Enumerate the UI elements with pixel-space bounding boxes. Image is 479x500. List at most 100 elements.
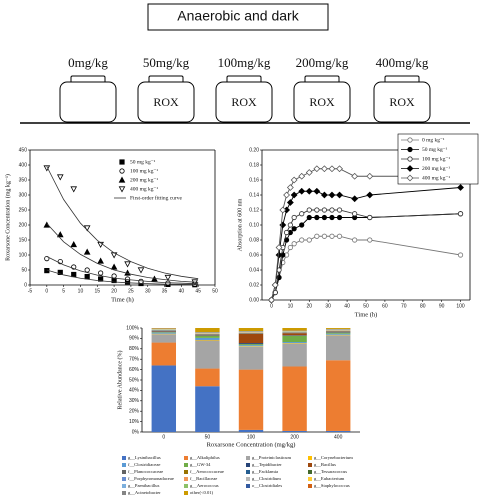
legend-swatch [122, 484, 126, 488]
marker [306, 237, 312, 243]
marker [313, 187, 321, 195]
legend-marker [407, 146, 413, 153]
marker [321, 233, 327, 239]
legend-label: 100 mg kg⁻¹ [130, 168, 158, 174]
marker [287, 244, 293, 251]
marker [43, 221, 51, 228]
marker [286, 184, 294, 191]
legend-label: f__Porphyromonadaceae [128, 476, 174, 481]
series-line [271, 213, 461, 301]
bar-segment [151, 332, 177, 333]
bar-segment [238, 345, 264, 347]
bar-segment [238, 344, 264, 346]
bar-segment [238, 346, 264, 370]
marker [291, 214, 297, 221]
y-tick-label: 200 [19, 222, 28, 228]
marker [336, 233, 343, 239]
bottle-label: ROX [389, 95, 415, 109]
x-tick-label: 70 [401, 303, 407, 309]
bar-segment [325, 332, 351, 333]
legend-swatch [246, 484, 250, 488]
figure-title: Anaerobic and dark [177, 8, 299, 24]
marker [57, 269, 63, 276]
marker [336, 191, 343, 199]
bar-segment [325, 333, 351, 335]
legend-label: f__Bacillaceae [190, 476, 217, 481]
legend-label: 400 mg kg⁻¹ [422, 175, 450, 181]
y-tick-label: 0.04 [249, 267, 259, 273]
legend-label: other(<0.01) [190, 490, 214, 495]
y-tick-label: 0.20 [249, 147, 259, 153]
marker [287, 222, 293, 228]
legend-swatch [308, 470, 312, 474]
marker [457, 252, 464, 258]
marker [275, 244, 283, 251]
marker [164, 274, 172, 281]
legend-label: 200 mg kg⁻¹ [130, 177, 158, 183]
legend-label: g__Tessaracoccus [314, 469, 347, 474]
marker [313, 165, 321, 173]
y-tick-label: 90% [129, 336, 140, 342]
legend-label: 200 mg kg⁻¹ [422, 166, 450, 172]
bar-segment [238, 328, 264, 332]
y-tick-label: 10% [129, 419, 140, 425]
marker [321, 207, 327, 213]
marker [298, 187, 306, 195]
marker [306, 214, 312, 221]
legend-label: g__Proteiniclasticum [252, 455, 291, 460]
marker [351, 195, 359, 203]
bar-segment [151, 333, 177, 335]
marker [328, 165, 336, 173]
y-axis-label: Roxarsone Concentration (mg kg⁻¹) [4, 174, 11, 261]
legend-swatch [184, 456, 188, 460]
legend-swatch [308, 463, 312, 467]
legend-swatch [122, 491, 126, 495]
x-tick-label: 80 [420, 303, 426, 309]
marker [124, 261, 131, 268]
x-tick-label: 5 [62, 288, 65, 294]
marker [314, 214, 320, 221]
marker [110, 263, 118, 270]
bar-segment [282, 335, 307, 336]
marker [352, 237, 358, 243]
bottle [373, 81, 431, 123]
marker [165, 280, 171, 286]
y-tick-label: 100 [19, 252, 28, 258]
marker [268, 296, 275, 304]
legend-label: g__Tepidibacter [252, 462, 282, 467]
legend-marker [119, 168, 125, 174]
x-tick-label: 50 [205, 434, 211, 440]
legend-label: f__Clostridiaceae [128, 462, 160, 467]
marker [336, 165, 343, 173]
legend-marker [407, 156, 413, 162]
x-tick-label: 30 [325, 303, 331, 309]
legend-swatch [122, 463, 126, 467]
legend-swatch [184, 477, 188, 481]
marker [328, 191, 336, 199]
y-tick-label: 0.12 [249, 207, 259, 213]
x-tick-label: 100 [247, 434, 256, 440]
marker [306, 207, 312, 213]
bar-segment [325, 331, 351, 333]
marker [70, 241, 78, 248]
marker [320, 165, 328, 173]
marker [329, 207, 335, 213]
marker [275, 251, 283, 259]
x-tick-label: 15 [94, 288, 100, 294]
x-axis-label: Time (h) [111, 296, 134, 303]
x-axis-label: Time (h) [355, 311, 378, 318]
marker [314, 207, 320, 213]
marker [84, 273, 90, 280]
bar-segment [325, 332, 351, 334]
marker [351, 172, 359, 180]
marker [83, 248, 91, 255]
bar-segment [195, 328, 220, 333]
x-tick-label: 25 [128, 288, 134, 294]
bar-segment [282, 343, 307, 367]
legend-label: g__Facklamia [252, 469, 278, 474]
bottle [215, 81, 273, 123]
legend-label: g__GW-34 [190, 462, 211, 467]
y-tick-label: 0.14 [249, 192, 259, 198]
bar-segment [282, 333, 307, 336]
y-tick-label: 50 [21, 267, 27, 273]
